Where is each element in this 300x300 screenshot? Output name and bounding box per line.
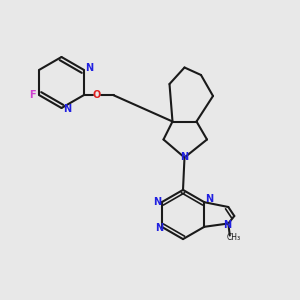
Text: N: N <box>85 63 93 73</box>
Text: N: N <box>63 104 71 115</box>
Text: O: O <box>93 90 101 100</box>
Text: F: F <box>29 90 36 100</box>
Text: N: N <box>180 152 189 163</box>
Text: N: N <box>154 223 163 233</box>
Text: N: N <box>223 220 231 230</box>
Text: N: N <box>153 197 161 207</box>
Text: CH₃: CH₃ <box>226 232 241 242</box>
Text: N: N <box>205 194 213 204</box>
